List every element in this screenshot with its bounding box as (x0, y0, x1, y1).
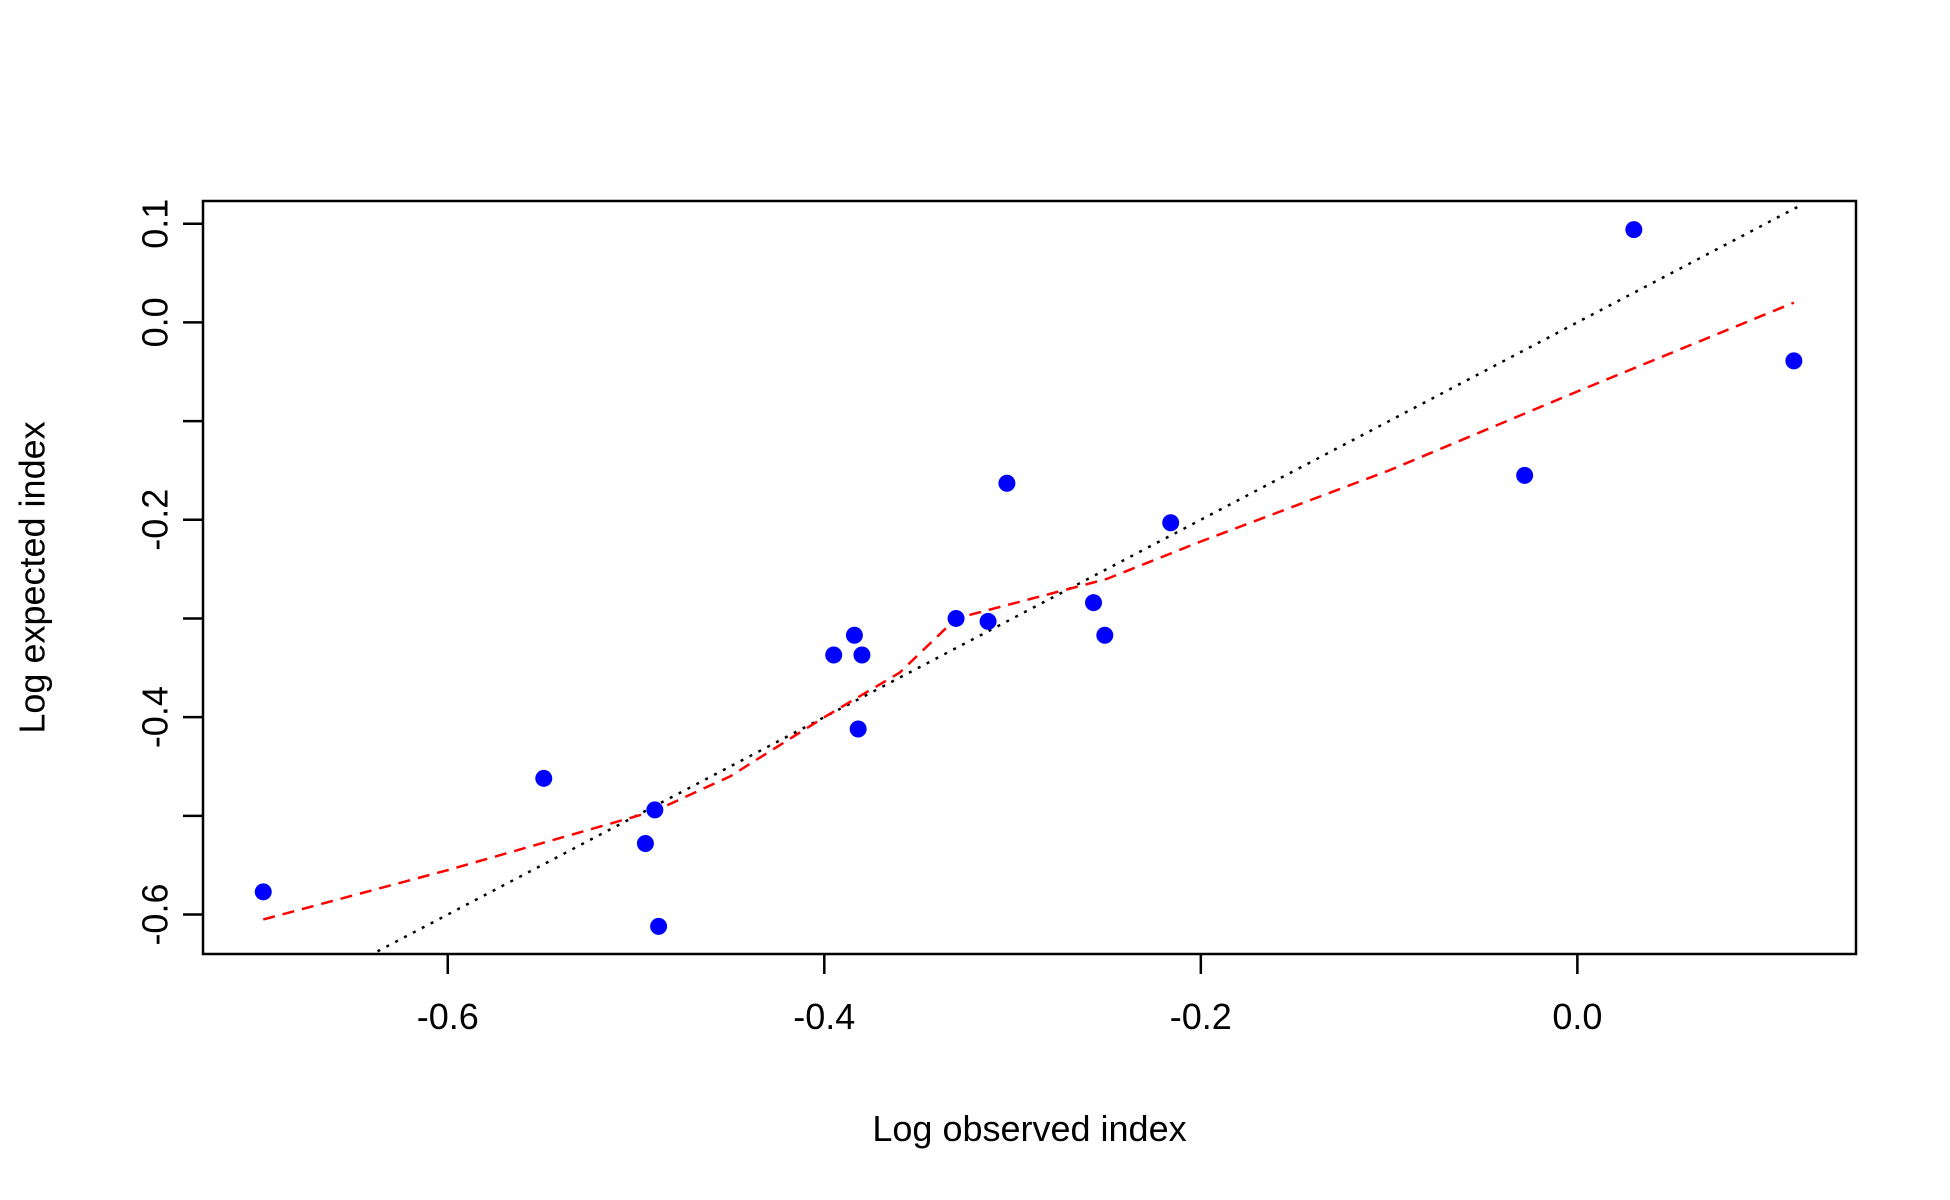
y-axis: -0.6 -0.4 -0.2 0.0 0.1 (135, 199, 203, 946)
data-point (845, 626, 863, 644)
data-point (1096, 626, 1114, 644)
data-point (535, 769, 553, 787)
data-point (979, 612, 997, 630)
x-tick-label: 0.0 (1552, 996, 1602, 1037)
y-tick-label: -0.2 (135, 489, 176, 551)
smooth-trend-line (262, 301, 1795, 921)
y-axis-title: Log expected index (12, 421, 53, 733)
data-point (650, 917, 668, 935)
points-layer (254, 221, 1803, 935)
x-tick-label: -0.6 (417, 996, 479, 1037)
data-point (998, 474, 1016, 492)
x-tick-label: -0.4 (793, 996, 855, 1037)
x-axis: -0.6 -0.4 -0.2 0.0 (417, 954, 1602, 1037)
identity-line (369, 204, 1801, 954)
data-point (1516, 466, 1534, 484)
data-point (825, 646, 843, 664)
y-tick-label: 0.0 (135, 297, 176, 347)
x-tick-label: -0.2 (1170, 996, 1232, 1037)
y-tick-label: -0.4 (135, 686, 176, 748)
data-point (853, 646, 871, 664)
x-axis-title: Log observed index (872, 1108, 1186, 1149)
y-tick-label: 0.1 (135, 199, 176, 249)
data-point (947, 609, 965, 627)
data-point (1162, 514, 1180, 532)
data-point (636, 834, 654, 852)
data-point (1085, 594, 1103, 612)
data-point (254, 883, 272, 901)
y-tick-label: -0.6 (135, 884, 176, 946)
data-point (1625, 221, 1643, 239)
plot-box (201, 199, 1858, 956)
data-point (849, 720, 867, 738)
data-point (1785, 352, 1803, 370)
lines-layer (262, 204, 1801, 954)
data-point (646, 801, 664, 819)
